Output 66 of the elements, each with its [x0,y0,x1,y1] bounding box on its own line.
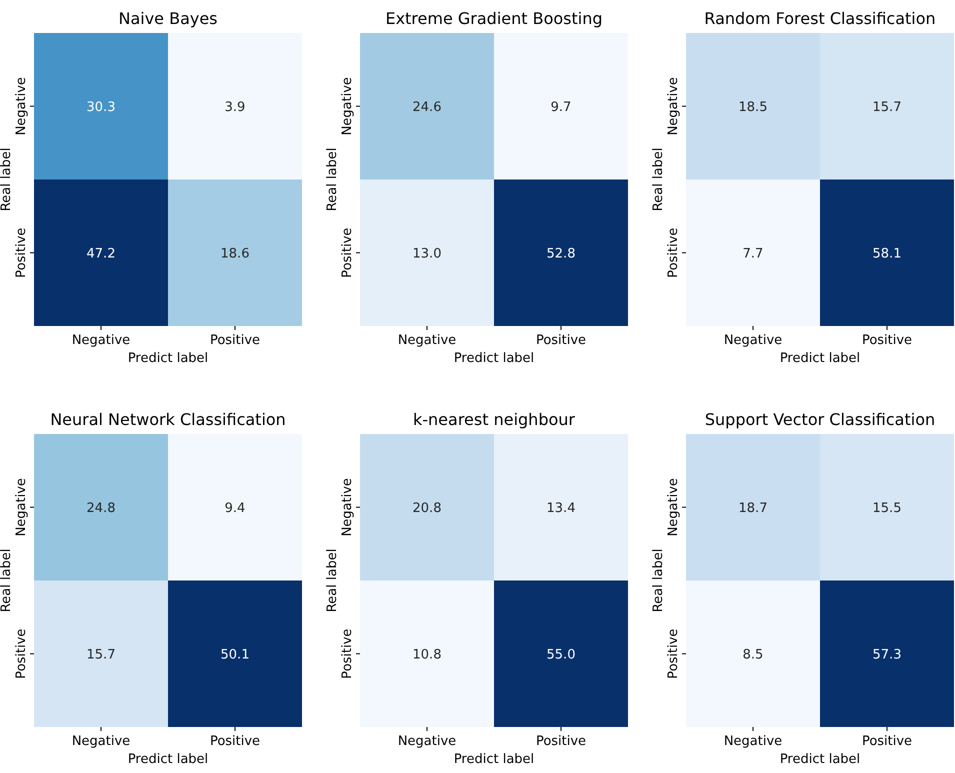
x-tick-label: Negative [72,734,130,749]
data-label: 57.3 [872,647,902,662]
x-axis-title: Predict label [128,351,208,366]
chart-title: k-nearest neighbour [413,410,576,429]
y-tick-label: Negative [14,77,29,136]
x-tick-label: Negative [724,333,782,348]
data-label: 50.1 [220,647,250,662]
chart-title: Support Vector Classification [704,410,936,429]
y-tick-label: Positive [14,628,29,679]
x-axis-title: Predict label [780,351,860,366]
data-label: 13.4 [546,500,576,516]
data-label: 8.5 [742,647,764,662]
data-label: 15.5 [872,500,902,516]
x-tick-label: Positive [536,734,586,749]
data-label: 3.9 [224,100,246,115]
y-axis-title: Real label [651,148,666,212]
data-label: 7.7 [742,246,764,262]
chart-title: Random Forest Classification [704,9,936,28]
x-tick-label: Positive [210,333,260,348]
y-tick-label: Positive [14,228,29,278]
x-tick-label: Positive [536,333,586,348]
y-tick-label: Negative [666,478,681,536]
x-tick-label: Positive [862,734,912,749]
y-axis-title: Real label [325,548,340,612]
data-label: 24.8 [86,500,116,516]
data-label: 52.8 [546,246,576,262]
y-tick-label: Positive [340,228,355,278]
y-tick-label: Positive [340,628,355,679]
y-axis-title: Real label [651,548,666,612]
chart-title: Neural Network Classification [50,410,286,429]
data-label: 20.8 [412,500,442,516]
y-axis-title: Real label [0,148,14,212]
x-axis-title: Predict label [780,752,860,767]
x-tick-label: Negative [72,333,130,348]
data-label: 47.2 [86,246,116,262]
x-axis-title: Predict label [454,351,534,366]
y-tick-label: Negative [340,77,355,136]
data-label: 24.6 [412,100,442,115]
data-label: 15.7 [872,100,902,115]
x-tick-label: Positive [862,333,912,348]
data-label: 30.3 [86,100,116,115]
x-axis-title: Predict label [128,752,208,767]
data-label: 15.7 [86,647,116,662]
y-tick-label: Positive [666,228,681,278]
data-label: 18.5 [738,100,768,115]
chart-title: Naive Bayes [118,9,218,28]
y-axis-title: Real label [0,548,14,612]
y-axis-title: Real label [325,148,340,212]
x-tick-label: Negative [398,333,456,348]
y-tick-label: Negative [666,77,681,136]
x-tick-label: Negative [724,734,782,749]
data-label: 18.6 [220,246,250,262]
data-label: 9.7 [550,100,572,115]
y-tick-label: Negative [340,478,355,536]
data-label: 58.1 [872,246,902,262]
data-label: 10.8 [412,647,442,662]
x-tick-label: Positive [210,734,260,749]
y-tick-label: Negative [14,478,29,536]
data-label: 9.4 [224,500,246,516]
x-tick-label: Negative [398,734,456,749]
chart-title: Extreme Gradient Boosting [385,9,603,28]
x-axis-title: Predict label [454,752,534,767]
data-label: 18.7 [738,500,768,516]
y-tick-label: Positive [666,628,681,679]
data-label: 13.0 [412,246,442,262]
data-label: 55.0 [546,647,576,662]
